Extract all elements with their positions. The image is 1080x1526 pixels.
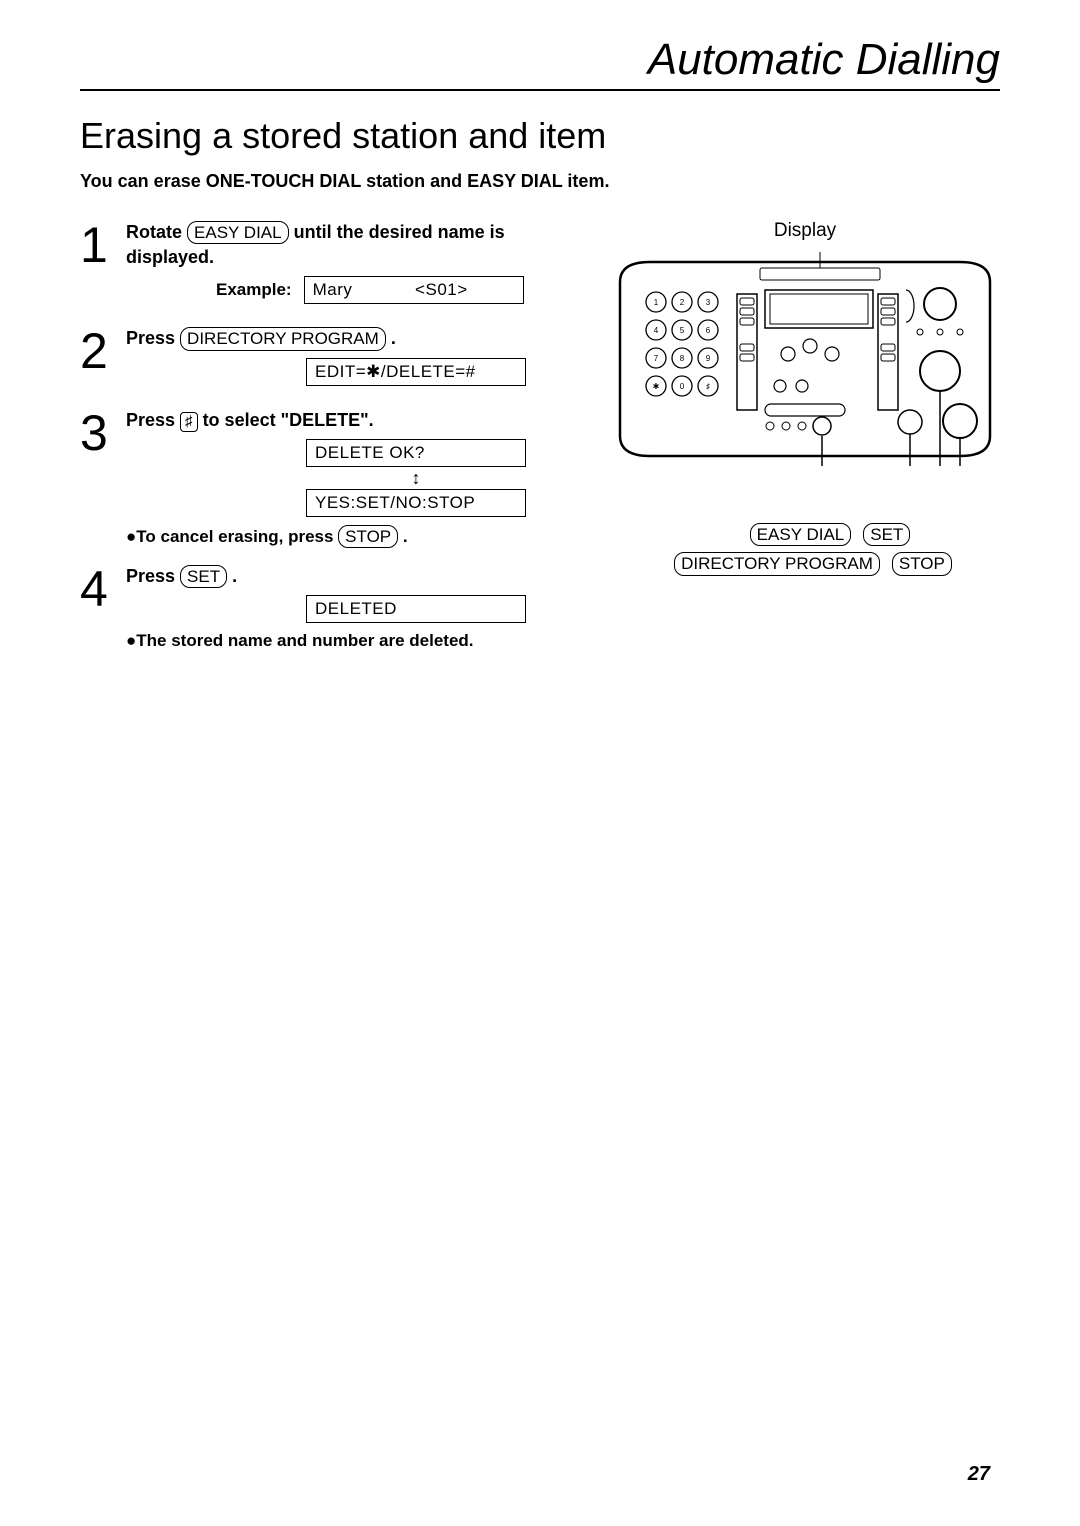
step-number: 3 [80,408,116,458]
step-text-pre: Rotate [126,222,187,242]
svg-text:6: 6 [706,326,711,335]
header-rule [80,89,1000,91]
step-number: 4 [80,564,116,614]
directory-program-key: DIRECTORY PROGRAM [180,327,386,350]
section-intro: You can erase ONE-TOUCH DIAL station and… [80,171,1000,192]
lcd-display: YES:SET/NO:STOP [306,489,526,517]
svg-text:3: 3 [706,298,711,307]
directory-program-label: DIRECTORY PROGRAM [674,552,880,575]
chapter-title: Automatic Dialling [80,35,1000,89]
set-key: SET [180,565,227,588]
svg-text:♯: ♯ [706,382,710,391]
lcd-display: DELETE OK? [306,439,526,467]
step-4: 4 Press SET . DELETED ●The stored name a… [80,564,580,653]
step-text-pre: Press [126,328,180,348]
svg-text:1: 1 [654,298,659,307]
svg-text:5: 5 [680,326,685,335]
lcd-display: EDIT=✱/DELETE=# [306,358,526,386]
display-label: Display [610,220,1000,242]
bullet-text: ●The stored name and number are deleted. [126,631,580,651]
svg-text:7: 7 [654,354,659,363]
lcd-display: DELETED [306,595,526,623]
step-text-post: . [232,566,237,586]
svg-text:8: 8 [680,354,685,363]
illustration-column: Display 1 2 3 4 5 6 7 8 9 ✱ 0 ♯ [610,220,1000,667]
step-number: 1 [80,220,116,270]
hash-key: ♯ [180,412,198,433]
step-3: 3 Press ♯ to select "DELETE". DELETE OK?… [80,408,580,550]
step-1: 1 Rotate EASY DIAL until the desired nam… [80,220,580,312]
bullet-post: . [398,527,407,546]
step-text-pre: Press [126,566,180,586]
set-label: SET [863,523,910,546]
easy-dial-label: EASY DIAL [750,523,852,546]
section-title: Erasing a stored station and item [80,115,1000,157]
stop-label: STOP [892,552,952,575]
step-2: 2 Press DIRECTORY PROGRAM . EDIT=✱/DELET… [80,326,580,393]
device-panel-illustration: 1 2 3 4 5 6 7 8 9 ✱ 0 ♯ [610,246,1000,466]
lcd-display: Mary <S01> [304,276,524,304]
bullet-text: ●To cancel erasing, press [126,527,338,546]
step-text-pre: Press [126,410,180,430]
page-number: 27 [968,1463,990,1486]
svg-text:9: 9 [706,354,711,363]
svg-text:0: 0 [680,382,685,391]
updown-icon: ↕ [306,467,526,489]
example-label: Example: [216,280,292,300]
svg-text:✱: ✱ [653,382,660,391]
step-number: 2 [80,326,116,376]
easy-dial-key: EASY DIAL [187,221,289,244]
steps-column: 1 Rotate EASY DIAL until the desired nam… [80,220,580,667]
step-text-post: to select "DELETE". [203,410,374,430]
step-text-post: . [391,328,396,348]
stop-key: STOP [338,525,398,548]
svg-text:2: 2 [680,298,685,307]
svg-text:4: 4 [654,326,659,335]
